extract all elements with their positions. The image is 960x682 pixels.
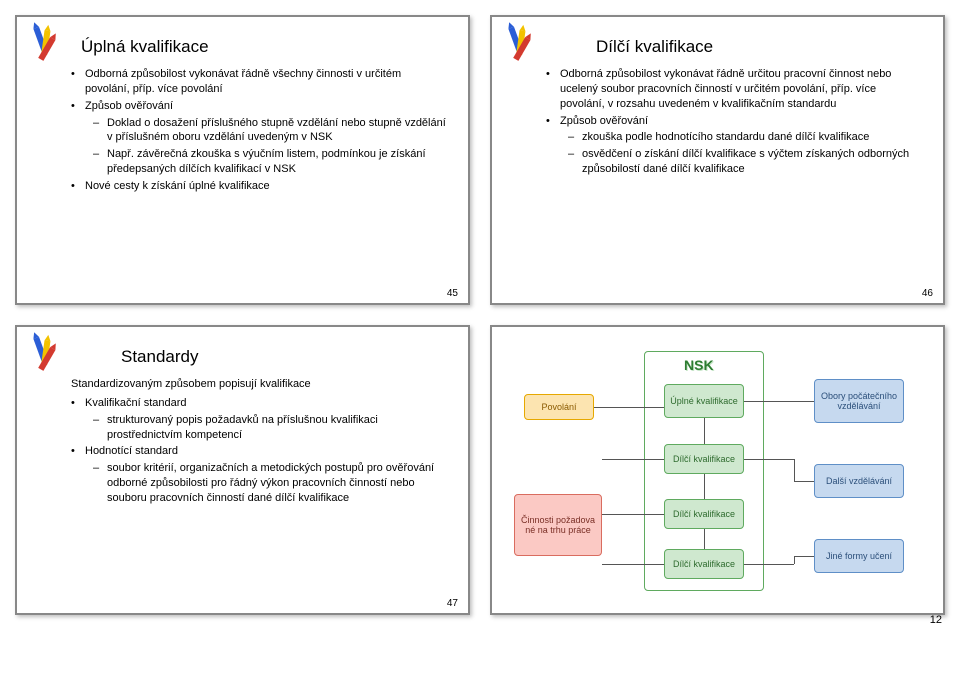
slide-title: Úplná kvalifikace	[81, 37, 448, 57]
diagram-box-uplne: Úplné kvalifikace	[664, 384, 744, 418]
bullet: Hodnotící standard soubor kritérií, orga…	[71, 444, 448, 505]
bullet: Odborná způsobilost vykonávat řádně všec…	[71, 67, 448, 97]
diagram-box-dilci1: Dílčí kvalifikace	[664, 444, 744, 474]
sub-bullet: soubor kritérií, organizačních a metodic…	[93, 461, 448, 506]
slide-page-number: 47	[447, 598, 458, 609]
slide-page-number: 46	[922, 288, 933, 299]
diagram-box-dilci2: Dílčí kvalifikace	[664, 499, 744, 529]
slide-title: Dílčí kvalifikace	[596, 37, 923, 57]
sub-bullet: Doklad o dosažení příslušného stupně vzd…	[93, 116, 448, 146]
slide-46: Dílčí kvalifikace Odborná způsobilost vy…	[490, 15, 945, 305]
bullet: Kvalifikační standard strukturovaný popi…	[71, 396, 448, 443]
nsk-diagram: NSK Povolání Činnosti požadova né na trhu …	[504, 339, 931, 599]
bullet-label: Způsob ověřování	[560, 115, 648, 127]
crayons-icon	[21, 331, 61, 371]
diagram-box-dalsi: Další vzdělávání	[814, 464, 904, 498]
nsk-label: NSK	[684, 357, 714, 373]
page-number: 12	[930, 614, 942, 626]
bullet-label: Hodnotící standard	[85, 445, 178, 457]
diagram-box-cinnosti: Činnosti požadova né na trhu práce	[514, 494, 602, 556]
sub-bullet: Např. závěrečná zkouška s výučním listem…	[93, 147, 448, 177]
slide-45: Úplná kvalifikace Odborná způsobilost vy…	[15, 15, 470, 305]
diagram-box-jine: Jiné formy učení	[814, 539, 904, 573]
sub-bullet: zkouška podle hodnotícího standardu dané…	[568, 130, 923, 145]
bullet: Odborná způsobilost vykonávat řádně urči…	[546, 67, 923, 112]
bullet: Způsob ověřování Doklad o dosažení přísl…	[71, 99, 448, 177]
crayons-icon	[496, 21, 536, 61]
bullet-label: Způsob ověřování	[85, 100, 173, 112]
diagram-box-povolani: Povolání	[524, 394, 594, 420]
bullet: Nové cesty k získání úplné kvalifikace	[71, 179, 448, 194]
diagram-box-obory: Obory počátečního vzdělávání	[814, 379, 904, 423]
bullet: Způsob ověřování zkouška podle hodnotící…	[546, 114, 923, 177]
diagram-box-dilci3: Dílčí kvalifikace	[664, 549, 744, 579]
crayons-icon	[21, 21, 61, 61]
slide-title: Standardy	[121, 347, 448, 367]
slide-47: Standardy Standardizovaným způsobem popi…	[15, 325, 470, 615]
slide-48: NSK Povolání Činnosti požadova né na trhu …	[490, 325, 945, 615]
intro-text: Standardizovaným způsobem popisují kvali…	[71, 377, 448, 392]
bullet-label: Kvalifikační standard	[85, 397, 187, 409]
sub-bullet: strukturovaný popis požadavků na přísluš…	[93, 413, 448, 443]
slide-page-number: 45	[447, 288, 458, 299]
sub-bullet: osvědčení o získání dílčí kvalifikace s …	[568, 147, 923, 177]
